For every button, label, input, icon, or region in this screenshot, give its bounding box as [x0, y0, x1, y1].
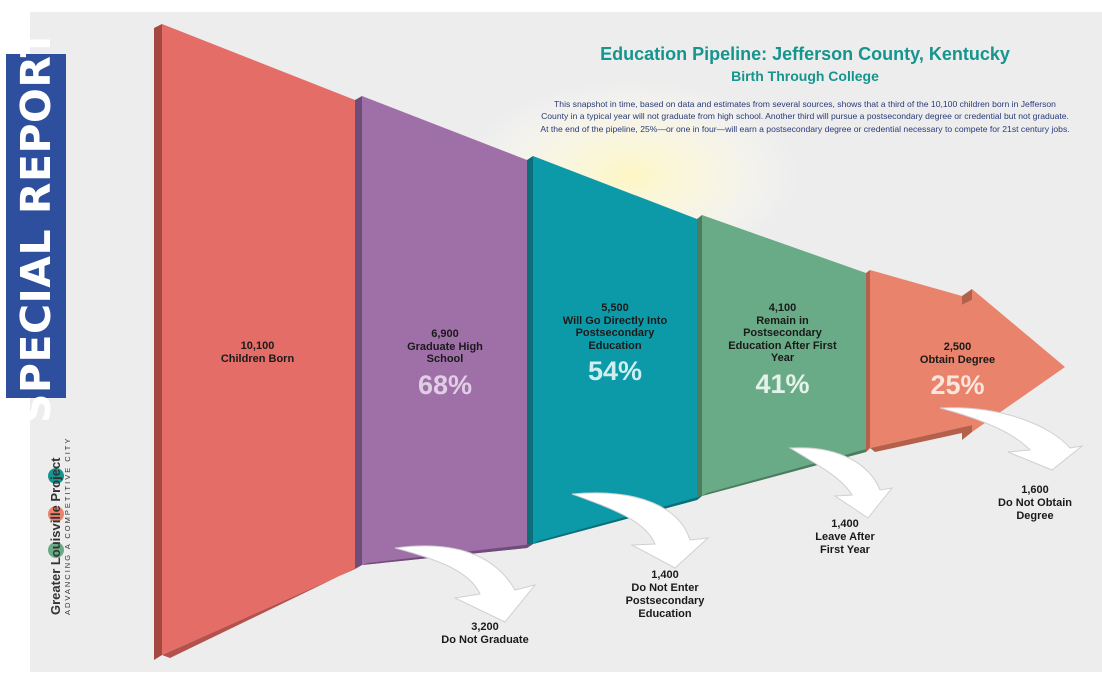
- stage-2-count: 6,900: [431, 328, 459, 340]
- special-report-badge: SPECIAL REPORT: [6, 29, 66, 423]
- page-title: Education Pipeline: Jefferson County, Ke…: [600, 44, 1010, 64]
- stage-3-count: 5,500: [601, 302, 629, 314]
- stage-4-segment: [702, 215, 866, 496]
- stage-3-segment: [533, 156, 697, 544]
- stage-3-percent: 54%: [587, 356, 643, 386]
- stage-1-text: Children Born: [220, 352, 295, 365]
- stage-1-count: 10,100: [240, 340, 275, 352]
- stage-1-label: 10,100 Children Born: [195, 340, 320, 365]
- dropout-arrow-3: [788, 447, 894, 519]
- stage-2-segment: [362, 96, 527, 565]
- dropout-2-text: Do Not Enter Postsecondary Education: [625, 582, 705, 620]
- stage-3-text: Will Go Directly Into Postsecondary Educ…: [562, 314, 668, 352]
- brand-logo-icon-green: [48, 542, 64, 558]
- dropout-1-label: 3,200 Do Not Graduate: [420, 621, 550, 647]
- stage-4-edge: [697, 215, 702, 500]
- brand-block: Greater Louisville Project ADVANCING A C…: [30, 418, 90, 615]
- stage-4-count: 4,100: [768, 302, 797, 314]
- stage-2-edge: [355, 96, 362, 569]
- stage-5-arrow: [870, 270, 1065, 448]
- dropout-1-text: Do Not Graduate: [441, 634, 529, 646]
- stage-5-percent: 25%: [930, 370, 985, 400]
- stage-4-label: 4,100 Remain in Postsecondary Education …: [715, 302, 850, 401]
- dropout-arrow-4: [939, 407, 1084, 471]
- stage-5-count: 2,500: [943, 341, 972, 353]
- dropout-2-count: 1,400: [651, 569, 679, 581]
- stage-5-edge: [866, 270, 870, 452]
- dropout-arrow-2: [571, 492, 710, 569]
- brand-logo-icon-orange: [48, 506, 64, 522]
- dropout-4-count: 1,600: [1021, 484, 1049, 496]
- dropout-arrow-1: [394, 545, 537, 623]
- stage-5-bottom: [870, 425, 972, 452]
- stage-2-percent: 68%: [417, 369, 473, 400]
- dropout-3-text: Leave After First Year: [815, 531, 875, 556]
- arrow-head-edge-top: [962, 289, 972, 305]
- dropout-1-count: 3,200: [471, 621, 499, 633]
- dropout-3-count: 1,400: [831, 518, 859, 530]
- brand-logo-icon-teal: [48, 468, 64, 484]
- dropout-4-label: 1,600 Do Not Obtain Degree: [985, 484, 1085, 523]
- stage-5-label: 2,500 Obtain Degree 25%: [885, 341, 1030, 402]
- stage-3-edge: [527, 156, 533, 548]
- dropout-4-text: Do Not Obtain Degree: [998, 497, 1072, 522]
- stage-2-text: Graduate High School: [407, 340, 483, 366]
- stage-1-edge: [154, 24, 162, 660]
- stage-4-text: Remain in Postsecondary Education After …: [728, 314, 837, 365]
- page-description: This snapshot in time, based on data and…: [540, 99, 1070, 134]
- dropout-3-label: 1,400 Leave After First Year: [790, 518, 900, 557]
- stage-2-label: 6,900 Graduate High School 68%: [380, 328, 510, 402]
- dropout-2-label: 1,400 Do Not Enter Postsecondary Educati…: [600, 569, 730, 621]
- stage-3-label: 5,500 Will Go Directly Into Postsecondar…: [550, 302, 680, 388]
- page-subtitle: Birth Through College: [731, 68, 879, 84]
- stage-1-segment: [162, 24, 355, 655]
- stage-5-text: Obtain Degree: [919, 353, 996, 366]
- stage-1-bottom: [162, 565, 362, 658]
- stage-4-percent: 41%: [755, 368, 810, 399]
